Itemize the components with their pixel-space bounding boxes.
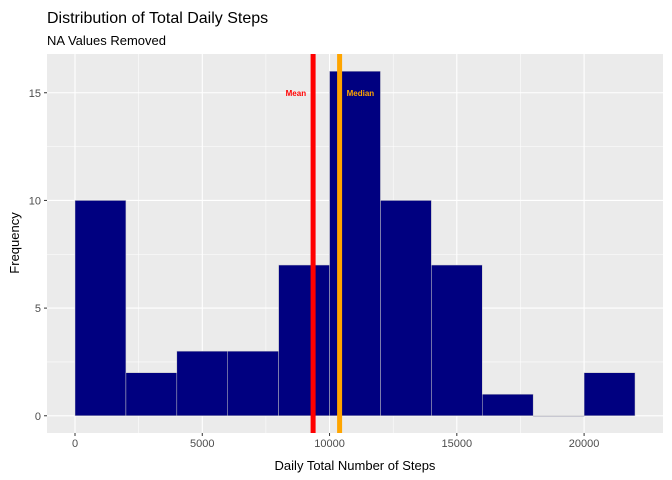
histogram-bar [482,393,534,417]
x-axis-ticks: 0 5000 10000 15000 20000 [72,433,599,450]
y-tick-label: 5 [35,303,41,315]
histogram-bar [583,372,636,417]
x-tick-label: 20000 [569,438,600,450]
x-tick-label: 15000 [442,438,473,450]
histogram-bar [74,200,127,417]
histogram-bar [380,200,432,417]
y-tick-label: 10 [29,195,41,207]
histogram-bar [227,350,279,417]
chart-subtitle: NA Values Removed [47,33,166,48]
x-axis-label: Daily Total Number of Steps [275,458,436,473]
x-tick-label: 0 [72,438,78,450]
chart-title: Distribution of Total Daily Steps [47,10,268,27]
x-tick-label: 5000 [190,438,214,450]
y-axis-label: Frequency [7,212,22,274]
histogram-bar [532,415,585,417]
y-tick-label: 15 [29,88,41,100]
x-tick-label: 10000 [314,438,345,450]
median-annotation: Median [347,89,375,98]
y-tick-label: 0 [35,411,41,423]
histogram-bar [278,264,330,417]
mean-annotation: Mean [286,89,307,98]
histogram-bar [431,264,483,417]
histogram-bar [125,372,178,417]
histogram-bar [176,350,228,417]
reference-lines: Mean Median [286,54,375,433]
y-axis-ticks: 0 5 10 15 [29,88,47,423]
